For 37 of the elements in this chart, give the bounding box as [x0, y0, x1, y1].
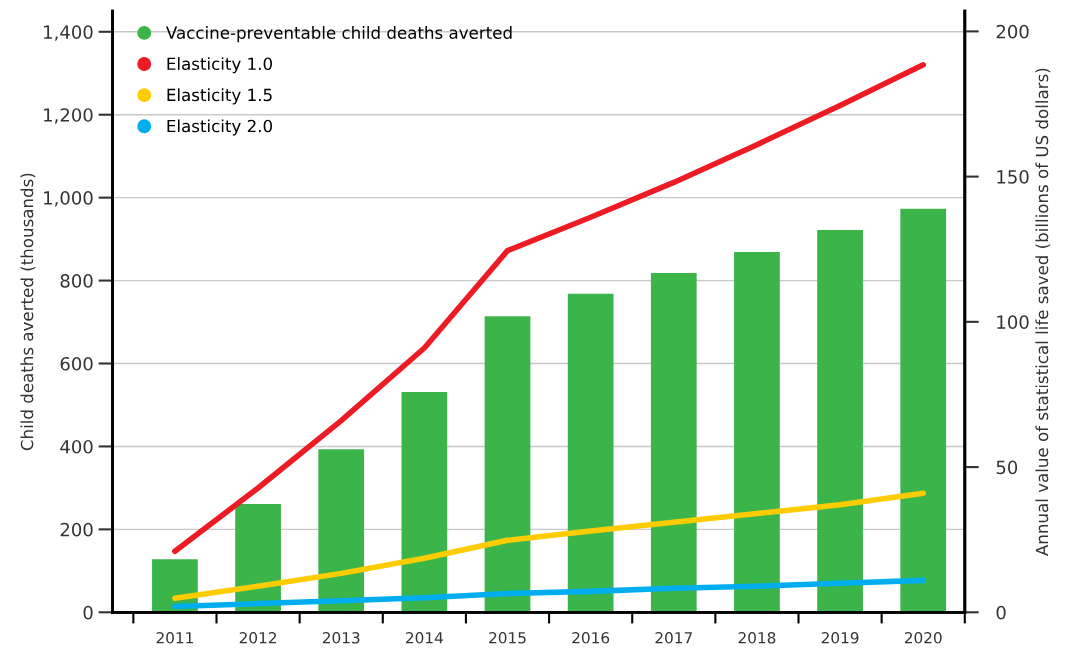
bar	[900, 208, 947, 613]
bar	[650, 273, 697, 613]
y2-tick-label: 100	[997, 315, 1029, 329]
legend-label: Elasticity 2.0	[167, 119, 273, 136]
y-tick-label: 0	[83, 605, 93, 620]
y-tick-label: 600	[60, 356, 93, 371]
x-tick-label: 2020	[904, 632, 942, 644]
legend-label: Elasticity 1.5	[167, 88, 272, 105]
y2-tick-label: 200	[996, 24, 1029, 39]
bar	[567, 293, 614, 613]
y-tick-label: 800	[60, 274, 93, 288]
x-tick-label: 2017	[655, 632, 692, 644]
legend-label: Elasticity 1.0	[167, 57, 273, 74]
x-tick-label: 2013	[322, 632, 360, 644]
bar	[817, 229, 863, 613]
bar	[401, 392, 448, 613]
bar	[484, 316, 531, 613]
y-tick-label: 200	[60, 522, 93, 537]
y-tick-label: 1,000	[44, 191, 93, 207]
x-tick-label: 2019	[821, 632, 859, 644]
y-tick-label: 1,400	[44, 25, 93, 41]
y2-tick-label: 0	[996, 605, 1006, 620]
legend-label: Vaccine-preventable child deaths averted	[166, 26, 512, 43]
y2-axis-title: Annual value of statistical life saved (billions of US dollars)	[1035, 68, 1051, 556]
bar	[318, 449, 365, 613]
x-tick-label: 2018	[738, 632, 776, 644]
y2-tick-label: 50	[996, 460, 1018, 475]
y2-tick-label: 150	[997, 170, 1029, 184]
x-tick-label: 2012	[239, 632, 276, 644]
x-tick-label: 2015	[489, 632, 526, 644]
y-tick-label: 1,200	[44, 108, 93, 124]
y-axis-title: Child deaths averted (thousands)	[20, 173, 36, 451]
bar	[734, 251, 780, 613]
x-tick-label: 2016	[572, 632, 610, 644]
y-tick-label: 400	[60, 439, 93, 454]
x-tick-label: 2014	[406, 632, 443, 644]
x-tick-label: 2011	[156, 632, 193, 644]
